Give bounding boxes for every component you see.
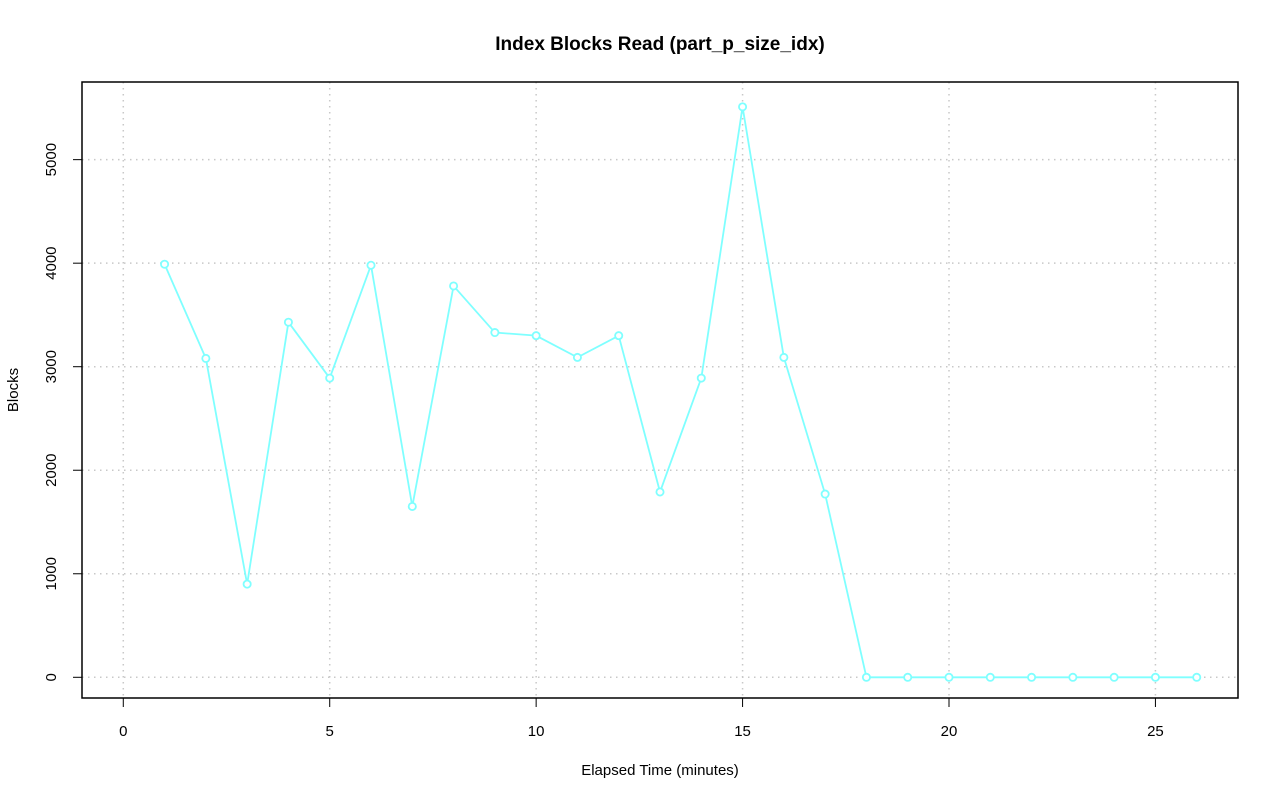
y-tick-label: 2000: [43, 454, 60, 487]
chart-title: Index Blocks Read (part_p_size_idx): [495, 34, 824, 55]
y-axis-label: Blocks: [5, 368, 22, 412]
grid: [82, 82, 1238, 698]
data-point: [407, 501, 417, 511]
data-point: [1150, 672, 1160, 682]
data-point: [1192, 672, 1202, 682]
data-point: [861, 672, 871, 682]
series-layer: [160, 102, 1202, 682]
data-point: [614, 331, 624, 341]
data-point: [655, 487, 665, 497]
x-tick-label: 0: [119, 723, 127, 740]
data-point: [325, 373, 335, 383]
x-tick-label: 25: [1147, 723, 1164, 740]
data-point: [242, 579, 252, 589]
series-line: [163, 106, 1197, 679]
data-point: [903, 672, 913, 682]
data-point: [201, 353, 211, 363]
data-point: [985, 672, 995, 682]
data-point: [449, 281, 459, 291]
data-point: [696, 373, 706, 383]
y-tick-label: 1000: [43, 557, 60, 590]
x-tick-label: 10: [528, 723, 545, 740]
x-tick-label: 15: [734, 723, 751, 740]
data-point: [366, 260, 376, 270]
data-point: [531, 331, 541, 341]
x-axis-label: Elapsed Time (minutes): [581, 762, 739, 779]
y-tick-label: 3000: [43, 350, 60, 383]
data-point: [1027, 672, 1037, 682]
x-tick-label: 20: [941, 723, 958, 740]
data-point: [1109, 672, 1119, 682]
x-axis: 0 5 10 15 20 25: [119, 698, 1164, 740]
data-point: [283, 317, 293, 327]
data-point: [490, 328, 500, 338]
data-point: [779, 352, 789, 362]
y-tick-label: 4000: [43, 246, 60, 279]
data-point: [944, 672, 954, 682]
data-point: [160, 259, 170, 269]
data-point: [738, 102, 748, 112]
x-tick-label: 5: [326, 723, 334, 740]
plot-frame: [81, 81, 1239, 699]
y-tick-label: 0: [43, 673, 60, 681]
data-point: [820, 489, 830, 499]
data-point: [1068, 672, 1078, 682]
y-tick-label: 5000: [43, 143, 60, 176]
data-point: [572, 352, 582, 362]
y-axis: 0 1000 2000 3000 4000 5000: [43, 143, 82, 681]
